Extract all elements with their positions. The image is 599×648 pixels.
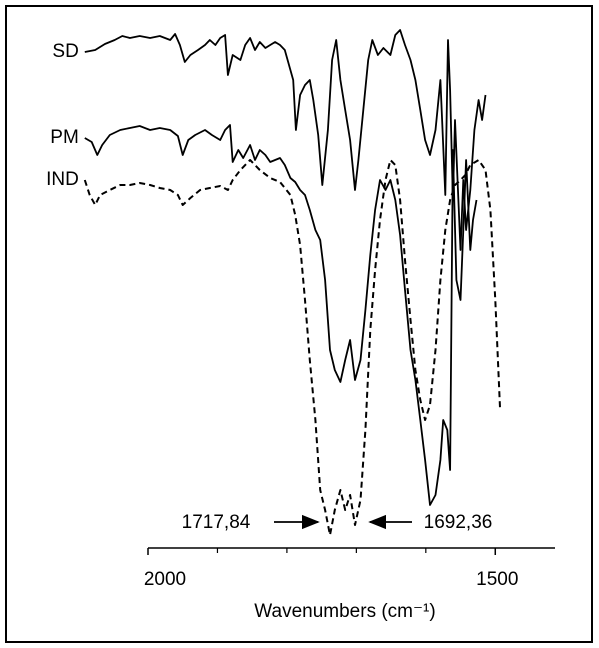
spectrum-line <box>84 29 487 251</box>
spectrum-line <box>83 159 502 536</box>
x-axis-label: Wavenumbers (cm⁻¹) <box>254 601 435 622</box>
series-label: IND <box>46 169 79 190</box>
series-label: SD <box>52 41 78 62</box>
spectrum-line <box>84 124 478 506</box>
series-label: PM <box>50 127 79 148</box>
annotation: 1692,36 <box>424 512 493 533</box>
frame <box>5 5 593 643</box>
x-tick-label: 1500 <box>476 569 518 590</box>
annotation: 1717,84 <box>182 512 251 533</box>
x-tick-label: 2000 <box>144 569 186 590</box>
